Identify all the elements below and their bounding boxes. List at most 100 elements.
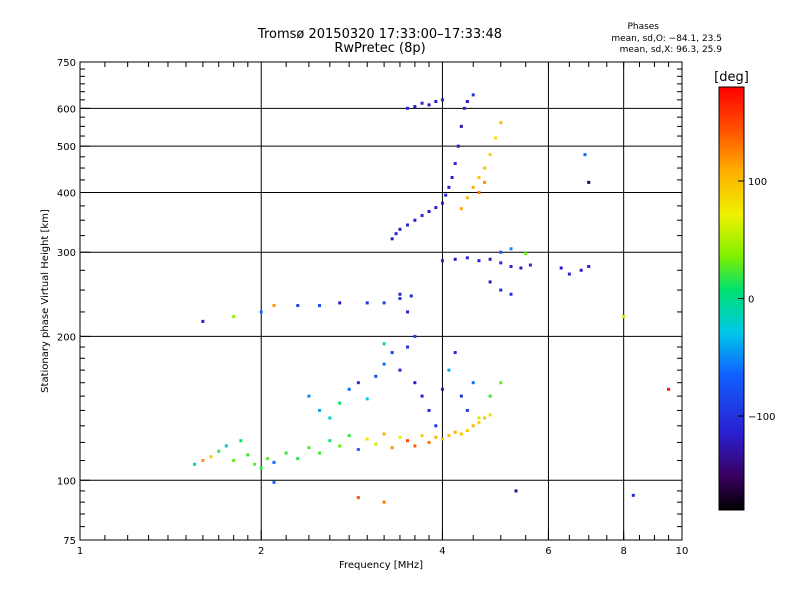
data-point bbox=[667, 387, 671, 391]
data-point bbox=[413, 444, 417, 448]
data-point bbox=[413, 381, 417, 385]
grid bbox=[80, 62, 682, 540]
data-point bbox=[420, 214, 424, 218]
x-tick-label: 8 bbox=[620, 546, 626, 557]
data-point bbox=[232, 315, 236, 319]
data-point bbox=[365, 437, 369, 441]
data-point bbox=[465, 429, 469, 433]
axes: 1 2 4 6 8 10 75 100 200 300 400 500 600 750 Frequency … bbox=[40, 58, 688, 571]
data-point bbox=[499, 250, 503, 254]
data-point bbox=[477, 421, 481, 425]
data-point bbox=[382, 432, 386, 436]
data-point bbox=[471, 93, 475, 97]
data-point bbox=[296, 457, 300, 461]
y-axis-title: Stationary phase Virtual Height [km] bbox=[40, 209, 51, 393]
data-point bbox=[406, 310, 410, 314]
data-point bbox=[477, 175, 481, 179]
data-point bbox=[398, 297, 402, 301]
y-tick-label: 400 bbox=[57, 188, 76, 199]
data-point bbox=[259, 466, 263, 470]
data-point bbox=[493, 136, 497, 140]
data-point bbox=[483, 180, 487, 184]
data-point bbox=[488, 153, 492, 157]
data-point bbox=[499, 121, 503, 125]
data-point bbox=[471, 185, 475, 189]
data-point bbox=[406, 223, 410, 227]
data-point bbox=[465, 408, 469, 412]
data-point bbox=[193, 462, 197, 466]
data-point bbox=[440, 98, 444, 102]
data-point bbox=[477, 259, 481, 263]
data-point bbox=[318, 451, 322, 455]
data-point bbox=[390, 351, 394, 355]
data-point bbox=[427, 103, 431, 107]
data-point bbox=[394, 232, 398, 236]
data-point bbox=[519, 266, 523, 270]
data-point bbox=[587, 180, 591, 184]
x-axis-title: Frequency [MHz] bbox=[339, 560, 423, 571]
data-point bbox=[209, 455, 213, 459]
data-point bbox=[462, 106, 466, 110]
y-tick-label: 100 bbox=[57, 476, 76, 487]
phase-stats-title: Phases bbox=[627, 22, 659, 32]
data-point bbox=[447, 434, 451, 438]
data-point bbox=[440, 387, 444, 391]
data-point bbox=[444, 193, 448, 197]
data-point bbox=[382, 342, 386, 346]
x-tick-label: 10 bbox=[676, 546, 689, 557]
data-point bbox=[465, 196, 469, 200]
data-point bbox=[622, 315, 626, 319]
data-point bbox=[259, 310, 263, 314]
data-point bbox=[217, 449, 221, 453]
data-point bbox=[434, 206, 438, 210]
data-point bbox=[459, 432, 463, 436]
data-points bbox=[193, 93, 671, 504]
phase-stats-o-mode: mean, sd,O: −84.1, 23.5 bbox=[611, 34, 722, 44]
x-tick-label: 1 bbox=[77, 546, 83, 557]
data-point bbox=[374, 374, 378, 378]
data-point bbox=[483, 166, 487, 170]
data-point bbox=[413, 218, 417, 222]
data-point bbox=[477, 190, 481, 194]
data-point bbox=[328, 416, 332, 420]
data-point bbox=[420, 101, 424, 105]
data-point bbox=[450, 175, 454, 179]
data-point bbox=[272, 480, 276, 484]
data-point bbox=[318, 408, 322, 412]
data-point bbox=[524, 252, 528, 256]
data-point bbox=[406, 345, 410, 349]
data-point bbox=[201, 458, 205, 462]
y-tick-label: 200 bbox=[57, 332, 76, 343]
data-point bbox=[440, 437, 444, 441]
data-point bbox=[471, 424, 475, 428]
data-point bbox=[509, 265, 513, 269]
data-point bbox=[356, 381, 360, 385]
data-point bbox=[434, 435, 438, 439]
data-point bbox=[453, 351, 457, 355]
data-point bbox=[465, 100, 469, 104]
data-point bbox=[266, 457, 270, 461]
phase-stats-x-mode: mean, sd,X: 96.3, 25.9 bbox=[619, 45, 722, 55]
data-point bbox=[239, 439, 243, 443]
data-point bbox=[398, 227, 402, 231]
data-point bbox=[318, 304, 322, 308]
data-point bbox=[567, 272, 571, 276]
data-point bbox=[427, 440, 431, 444]
data-point bbox=[201, 319, 205, 323]
data-point bbox=[440, 259, 444, 263]
data-point bbox=[272, 304, 276, 308]
data-point bbox=[398, 368, 402, 372]
data-point bbox=[232, 458, 236, 462]
data-point bbox=[499, 288, 503, 292]
x-tick-label: 2 bbox=[258, 546, 264, 557]
data-point bbox=[406, 106, 410, 110]
data-point bbox=[427, 408, 431, 412]
data-point bbox=[459, 394, 463, 398]
data-point bbox=[365, 397, 369, 401]
data-point bbox=[453, 430, 457, 434]
data-point bbox=[488, 280, 492, 284]
data-point bbox=[427, 210, 431, 214]
data-point bbox=[587, 265, 591, 269]
data-point bbox=[488, 257, 492, 261]
